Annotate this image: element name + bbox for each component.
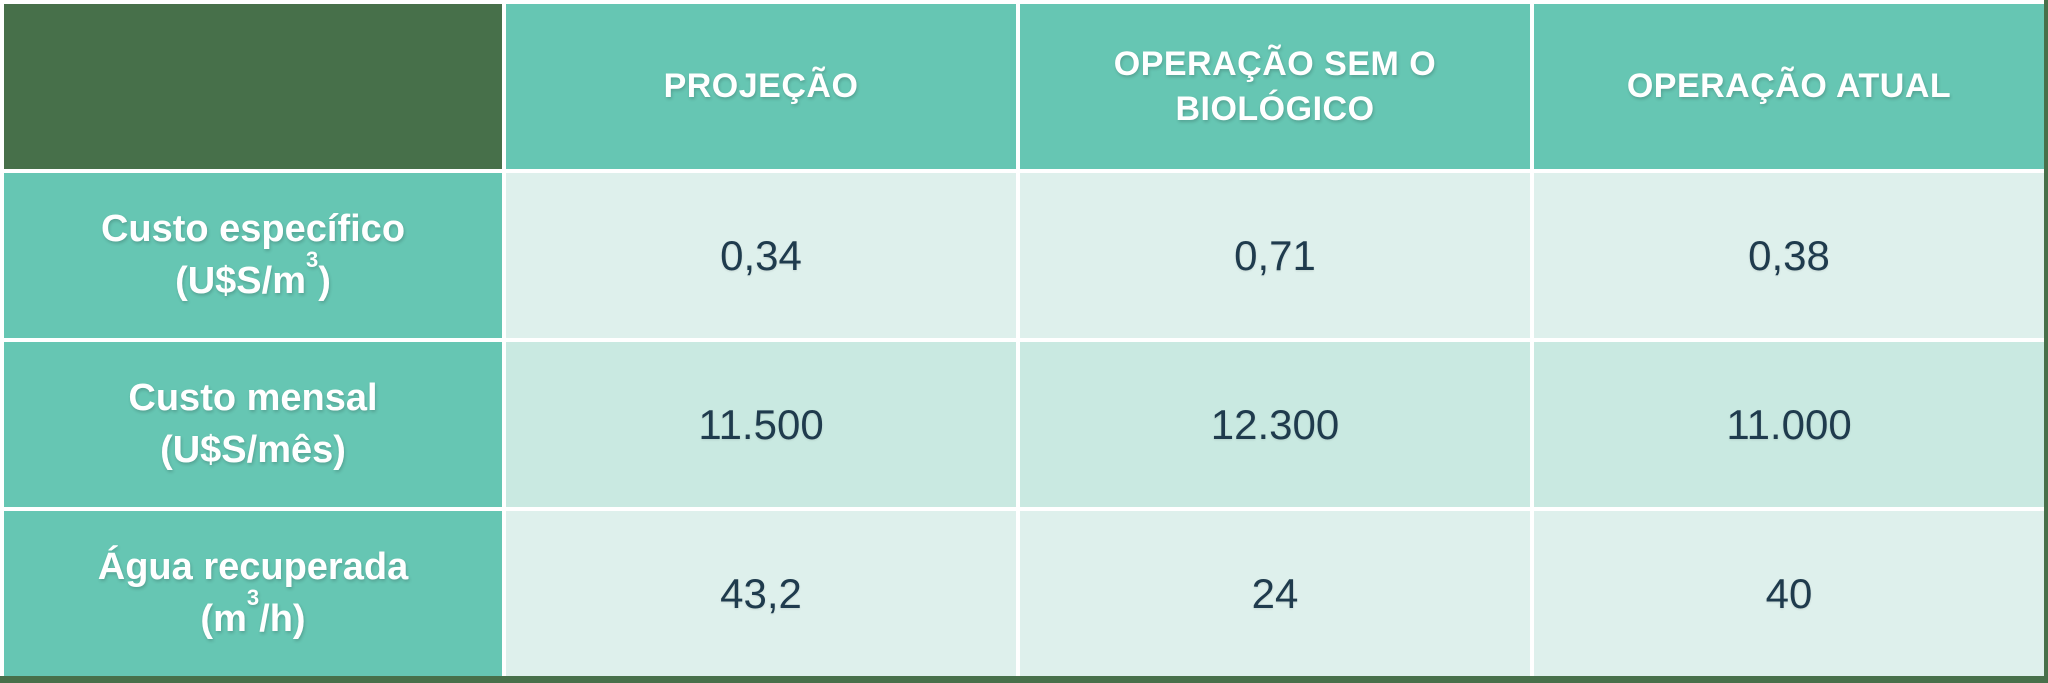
column-header-operacao-atual: OPERAÇÃO ATUAL xyxy=(1534,4,2044,169)
value-cell: 0,71 xyxy=(1020,173,1530,338)
value-cell: 43,2 xyxy=(506,511,1016,676)
row-label-custo-especifico: Custo específico (U$S/m3) xyxy=(4,173,502,338)
row-label-unit: (m3/h) xyxy=(200,584,306,640)
value-cell: 24 xyxy=(1020,511,1530,676)
superscript: 3 xyxy=(246,584,260,610)
row-label-agua-recuperada: Água recuperada (m3/h) xyxy=(4,511,502,676)
row-label-text: Água recuperada xyxy=(97,546,409,589)
value-cell: 11.000 xyxy=(1534,342,2044,507)
column-header-operacao-sem-biologico: OPERAÇÃO SEM O BIOLÓGICO xyxy=(1020,4,1530,169)
row-label-custo-mensal: Custo mensal (U$S/mês) xyxy=(4,342,502,507)
row-label-text: Custo específico xyxy=(100,208,406,251)
row-label-text: Custo mensal xyxy=(128,377,378,420)
column-header-projecao: PROJEÇÃO xyxy=(506,4,1016,169)
value-cell: 12.300 xyxy=(1020,342,1530,507)
value-cell: 0,38 xyxy=(1534,173,2044,338)
value-cell: 0,34 xyxy=(506,173,1016,338)
superscript: 3 xyxy=(306,246,319,272)
row-label-unit: (U$S/m3) xyxy=(175,246,331,302)
value-cell: 40 xyxy=(1534,511,2044,676)
corner-cell xyxy=(4,4,502,169)
value-cell: 11.500 xyxy=(506,342,1016,507)
table-grid: PROJEÇÃO OPERAÇÃO SEM O BIOLÓGICO OPERAÇ… xyxy=(4,4,2044,676)
row-label-unit: (U$S/mês) xyxy=(160,428,346,471)
